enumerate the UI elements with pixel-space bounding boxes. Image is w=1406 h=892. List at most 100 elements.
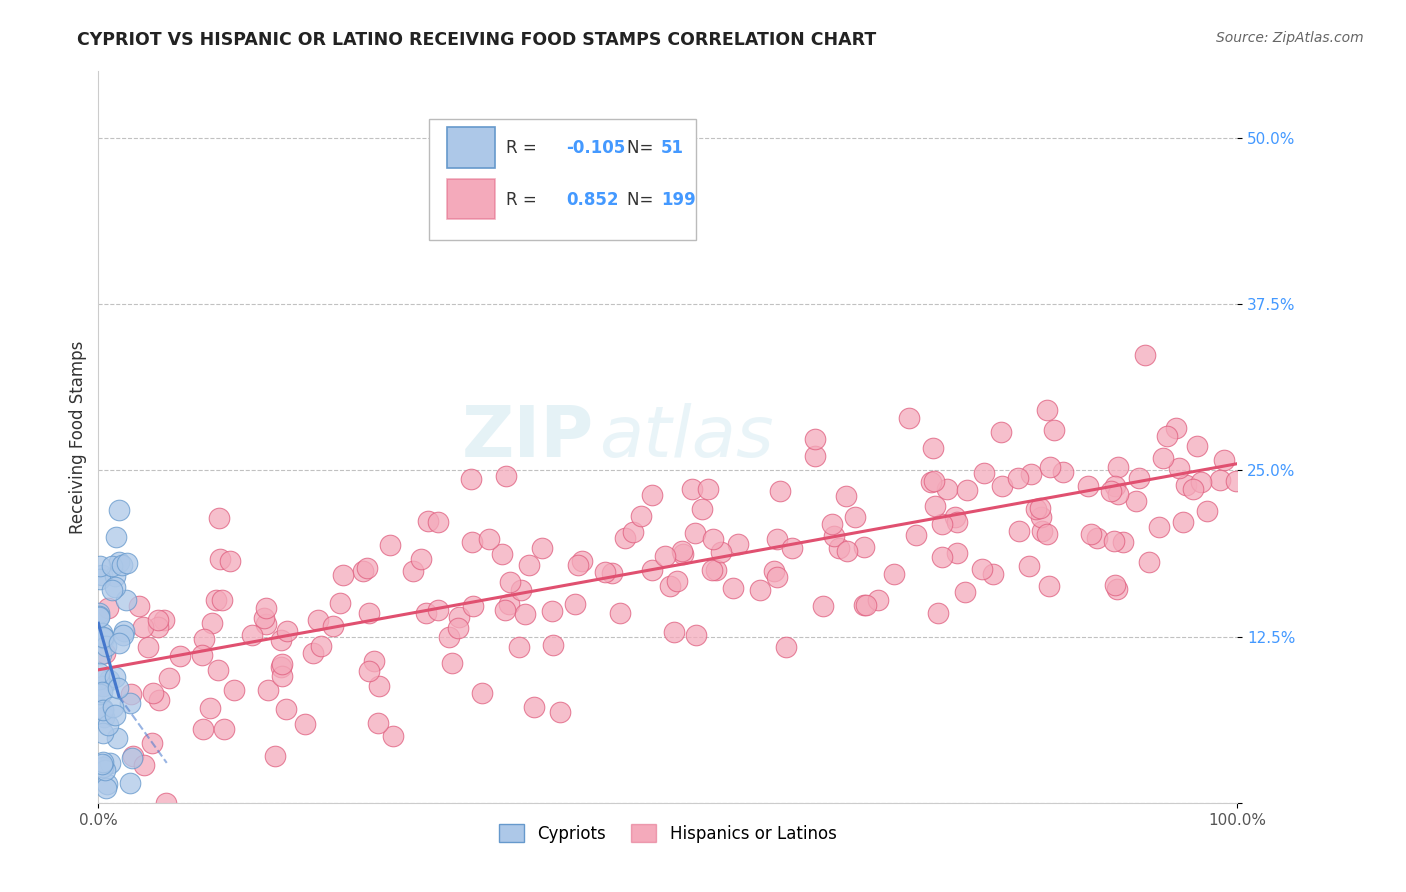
Point [209, 552, 232, 566]
Point [543, 638, 565, 652]
Point [146, 613, 169, 627]
Point [1173, 515, 1195, 529]
Point [276, 702, 298, 716]
Point [946, 546, 969, 560]
Point [87, 606, 110, 620]
Point [921, 441, 943, 455]
Point [90, 685, 112, 699]
Point [1152, 451, 1174, 466]
Point [87, 666, 110, 681]
Point [471, 686, 494, 700]
Point [270, 633, 292, 648]
Point [89, 559, 111, 574]
Point [868, 593, 890, 607]
Point [254, 616, 277, 631]
Point [169, 648, 191, 663]
Point [953, 584, 976, 599]
Point [205, 593, 228, 607]
Point [1107, 487, 1129, 501]
Point [114, 592, 136, 607]
Text: 51: 51 [661, 139, 683, 157]
Point [498, 597, 520, 611]
Point [1102, 533, 1125, 548]
Point [270, 657, 292, 672]
Point [94, 646, 117, 660]
Point [706, 564, 728, 578]
Point [94, 640, 117, 654]
Point [91, 701, 114, 715]
Point [775, 640, 797, 654]
Point [981, 566, 1004, 581]
Point [1029, 509, 1052, 524]
Point [945, 516, 967, 530]
Point [1036, 526, 1059, 541]
Point [352, 564, 374, 578]
Point [530, 541, 553, 556]
Point [1189, 475, 1212, 490]
Point [90, 647, 112, 661]
Text: CYPRIOT VS HISPANIC OR LATINO RECEIVING FOOD STAMPS CORRELATION CHART: CYPRIOT VS HISPANIC OR LATINO RECEIVING … [77, 31, 876, 49]
Point [93, 710, 115, 724]
Point [641, 488, 664, 502]
Point [108, 555, 131, 569]
Point [990, 425, 1012, 439]
Point [301, 646, 323, 660]
Point [191, 648, 214, 663]
Point [411, 552, 433, 566]
Point [662, 625, 685, 640]
Point [157, 671, 180, 685]
Point [142, 686, 165, 700]
Point [1112, 534, 1135, 549]
Point [641, 563, 664, 577]
Point [359, 607, 381, 621]
Point [104, 580, 127, 594]
Point [931, 516, 953, 531]
Point [690, 501, 713, 516]
Point [748, 583, 770, 598]
Point [332, 568, 354, 582]
Point [415, 607, 437, 621]
FancyBboxPatch shape [429, 119, 696, 240]
Point [1007, 524, 1029, 538]
Point [935, 483, 957, 497]
Point [311, 639, 333, 653]
Text: N=: N= [627, 139, 658, 157]
Text: R =: R = [506, 191, 543, 209]
Point [883, 566, 905, 581]
Point [89, 609, 111, 624]
Point [666, 574, 689, 588]
Point [97, 717, 120, 731]
Text: N=: N= [627, 191, 658, 209]
Point [222, 683, 245, 698]
Point [709, 545, 731, 559]
Point [240, 628, 263, 642]
Point [593, 565, 616, 579]
Point [105, 731, 128, 745]
Point [141, 736, 163, 750]
Point [367, 715, 389, 730]
Point [87, 673, 110, 687]
Point [970, 562, 993, 576]
Point [191, 722, 214, 736]
Point [118, 696, 141, 710]
Point [1137, 555, 1160, 569]
Point [356, 561, 378, 575]
Point [101, 583, 124, 598]
Point [132, 620, 155, 634]
Text: atlas: atlas [599, 402, 775, 472]
Point [508, 640, 530, 655]
Point [1164, 421, 1187, 435]
Point [671, 544, 693, 558]
Point [1042, 424, 1064, 438]
Point [813, 599, 835, 613]
Point [90, 756, 112, 771]
Point [600, 566, 623, 580]
Point [1147, 520, 1170, 534]
Point [1007, 471, 1029, 485]
Point [136, 640, 159, 655]
Point [270, 660, 292, 674]
Point [276, 624, 298, 638]
Point [198, 701, 221, 715]
Point [835, 489, 858, 503]
Point [821, 517, 844, 532]
